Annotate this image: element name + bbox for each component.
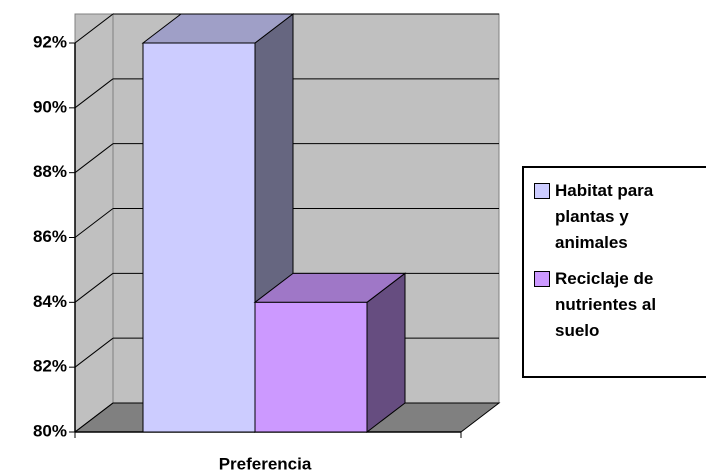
y-tick-label: 84% bbox=[33, 292, 67, 311]
y-tick-label: 86% bbox=[33, 227, 67, 246]
grid-line bbox=[74, 143, 114, 174]
y-tick-label: 82% bbox=[33, 357, 67, 376]
grid-line bbox=[74, 78, 114, 109]
y-tick-label: 90% bbox=[33, 97, 67, 116]
legend-item: Habitat para plantas y animales bbox=[534, 178, 706, 256]
x-tick-label: Preferencia bbox=[219, 454, 312, 473]
grid-line bbox=[74, 337, 114, 368]
y-tick-label: 88% bbox=[33, 162, 67, 181]
grid-line bbox=[74, 13, 114, 44]
y-tick-label: 80% bbox=[33, 421, 67, 440]
grid-line bbox=[74, 272, 114, 303]
legend-swatch bbox=[534, 183, 550, 199]
grid-line bbox=[74, 208, 114, 238]
bar bbox=[142, 42, 256, 433]
legend-label: Habitat para plantas y animales bbox=[555, 181, 654, 252]
grid-line bbox=[74, 402, 114, 433]
y-tick-label: 92% bbox=[33, 32, 67, 51]
legend: Habitat para plantas y animales Reciclaje… bbox=[522, 166, 706, 378]
legend-label: Reciclaje de nutrientes al suelo bbox=[555, 269, 657, 340]
legend-swatch bbox=[534, 271, 550, 287]
legend-item: Reciclaje de nutrientes al suelo bbox=[534, 266, 706, 344]
bar bbox=[254, 301, 368, 433]
